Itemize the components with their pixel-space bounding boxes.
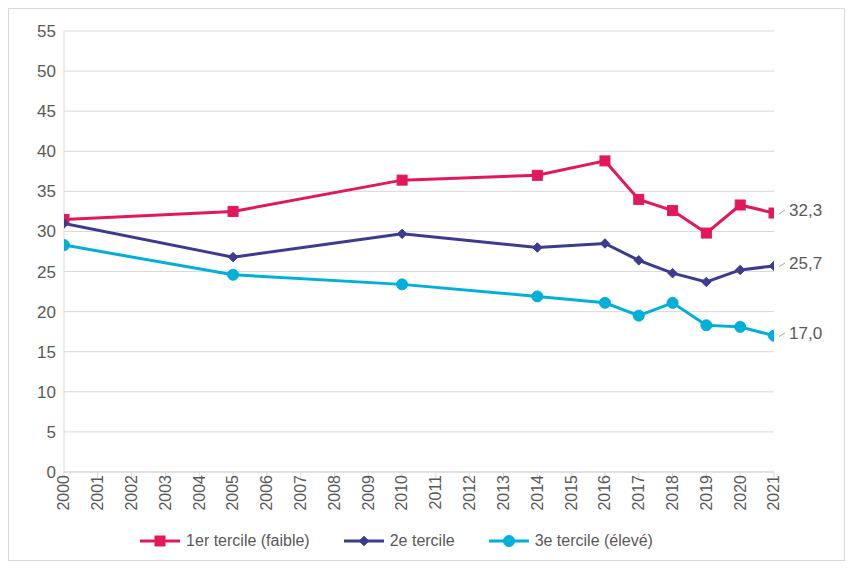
svg-text:2020: 2020	[732, 475, 749, 511]
svg-text:2012: 2012	[461, 475, 478, 511]
svg-text:2014: 2014	[529, 475, 546, 511]
svg-text:2003: 2003	[157, 475, 174, 511]
svg-text:2019: 2019	[698, 475, 715, 511]
svg-text:5: 5	[47, 423, 56, 442]
svg-text:2004: 2004	[191, 475, 208, 511]
svg-text:45: 45	[37, 102, 56, 121]
svg-text:25: 25	[37, 263, 56, 282]
svg-text:10: 10	[37, 383, 56, 402]
svg-text:2007: 2007	[292, 475, 309, 511]
svg-text:2005: 2005	[224, 475, 241, 511]
svg-text:2018: 2018	[664, 475, 681, 511]
html-text:1er tercile (faible): 1er tercile (faible)	[186, 532, 310, 549]
svg-text:2006: 2006	[258, 475, 275, 511]
svg-text:2010: 2010	[393, 475, 410, 511]
svg-text:2017: 2017	[630, 475, 647, 511]
svg-text:0: 0	[47, 463, 56, 482]
svg-text:2013: 2013	[495, 475, 512, 511]
svg-text:2011: 2011	[427, 475, 444, 510]
html-text:2e tercile: 2e tercile	[389, 532, 455, 549]
svg-text:50: 50	[37, 62, 56, 81]
svg-text:17,0: 17,0	[789, 324, 822, 343]
svg-text:2009: 2009	[360, 475, 377, 511]
svg-text:30: 30	[37, 222, 56, 241]
svg-text:35: 35	[37, 182, 56, 201]
svg-text:2008: 2008	[326, 475, 343, 511]
svg-text:2016: 2016	[596, 475, 613, 511]
svg-text:20: 20	[37, 303, 56, 322]
svg-text:40: 40	[37, 142, 56, 161]
svg-text:2021: 2021	[765, 475, 782, 511]
svg-text:2015: 2015	[563, 475, 580, 511]
svg-text:25,7: 25,7	[789, 254, 822, 273]
svg-text:2000: 2000	[55, 475, 72, 511]
svg-text:15: 15	[37, 343, 56, 362]
svg-text:55: 55	[37, 22, 56, 41]
html-text:3e tercile (élevé): 3e tercile (élevé)	[534, 532, 653, 549]
svg-text:2001: 2001	[89, 475, 106, 511]
svg-text:32,3: 32,3	[789, 201, 822, 220]
svg-text:2002: 2002	[123, 475, 140, 511]
